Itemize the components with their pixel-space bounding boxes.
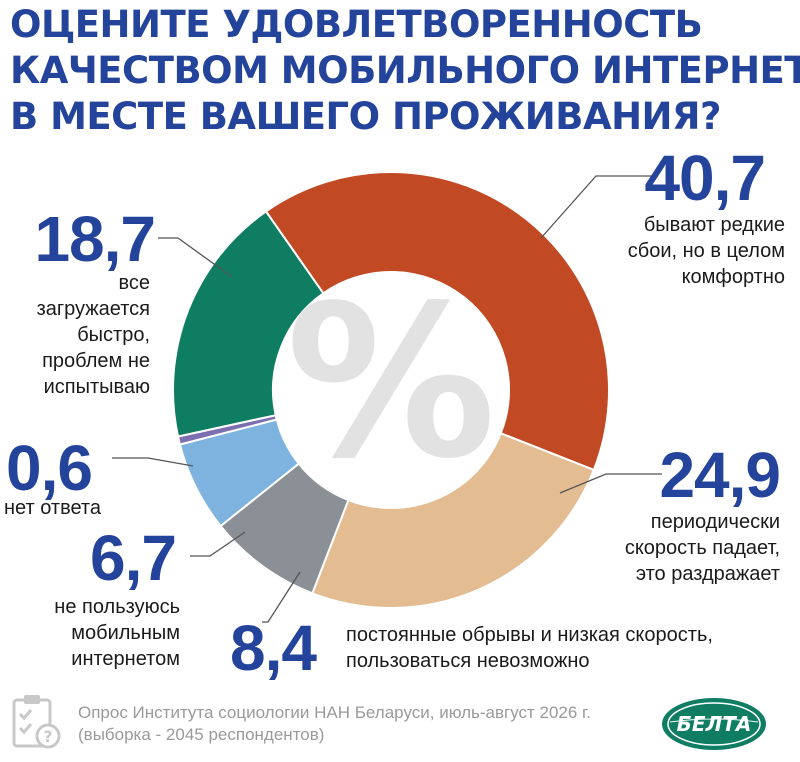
label-line: пользоваться невозможно bbox=[346, 650, 590, 672]
title-line-3: В МЕСТЕ ВАШЕГО ПРОЖИВАНИЯ? bbox=[10, 95, 721, 138]
value-label-fast: 18,7 bbox=[34, 203, 156, 275]
value-label-no-mobile: 6,7 bbox=[90, 522, 177, 594]
category-label-no-answer: нет ответа bbox=[4, 495, 101, 521]
label-line: не пользуюсь bbox=[54, 596, 180, 618]
category-label-fast: все загружается быстро, проблем не испыт… bbox=[0, 270, 150, 400]
category-label-constant: постоянные обрывы и низкая скорость, пол… bbox=[346, 622, 713, 674]
value-label-constant: 8,4 bbox=[230, 612, 317, 684]
category-label-comfortable: бывают редкие сбои, но в целом комфортно bbox=[560, 212, 785, 290]
leader-line-no-mobile bbox=[190, 531, 246, 557]
label-line: это раздражает bbox=[635, 563, 780, 585]
belta-logo: БЕЛТА bbox=[662, 698, 766, 750]
slice-comfortable bbox=[264, 171, 610, 472]
label-line: нет ответа bbox=[4, 497, 101, 519]
category-label-no-mobile: не пользуюсь мобильным интернетом bbox=[10, 594, 180, 672]
title-line-1: ОЦЕНИТЕ УДОВЛЕТВОРЕННОСТЬ bbox=[10, 3, 703, 46]
slice-fast bbox=[172, 210, 325, 438]
title-line-2: КАЧЕСТВОМ МОБИЛЬНОГО ИНТЕРНЕТА bbox=[10, 49, 800, 92]
label-line: проблем не bbox=[42, 350, 150, 372]
label-line: мобильным bbox=[71, 622, 180, 644]
label-line: сбои, но в целом bbox=[627, 240, 785, 262]
label-line: периодически bbox=[650, 511, 780, 533]
label-line: постоянные обрывы и низкая скорость, bbox=[346, 624, 713, 646]
logo-text: БЕЛТА bbox=[677, 712, 752, 736]
label-line: бывают редкие bbox=[643, 214, 785, 236]
value-label-periodic: 24,9 bbox=[659, 439, 781, 511]
clipboard-icon: ? bbox=[12, 695, 61, 749]
label-line: загружается bbox=[36, 298, 150, 320]
leader-line-constant bbox=[262, 571, 301, 623]
chart-title: ОЦЕНИТЕ УДОВЛЕТВОРЕННОСТЬ КАЧЕСТВОМ МОБИ… bbox=[10, 2, 800, 140]
slice-periodic bbox=[311, 431, 596, 609]
category-label-periodic: периодически скорость падает, это раздра… bbox=[560, 509, 780, 587]
source-line: Опрос Института социологии НАН Беларуси,… bbox=[78, 703, 591, 722]
label-line: комфортно bbox=[681, 266, 785, 288]
leader-line-no-answer bbox=[112, 457, 194, 467]
label-line: интернетом bbox=[71, 648, 180, 670]
label-line: быстро, bbox=[77, 324, 150, 346]
leader-line-periodic bbox=[559, 473, 662, 494]
donut-slices bbox=[172, 171, 610, 609]
svg-text:?: ? bbox=[43, 727, 52, 746]
leader-line-comfortable bbox=[540, 175, 656, 239]
source-note: Опрос Института социологии НАН Беларуси,… bbox=[78, 702, 638, 746]
label-line: все bbox=[118, 272, 150, 294]
value-label-comfortable: 40,7 bbox=[644, 142, 766, 214]
label-line: скорость падает, bbox=[624, 537, 780, 559]
percent-symbol: % bbox=[286, 260, 496, 505]
leader-lines bbox=[112, 175, 662, 623]
source-line: (выборка - 2045 респондентов) bbox=[78, 725, 325, 744]
leader-line-fast bbox=[158, 237, 233, 278]
value-label-no-answer: 0,6 bbox=[6, 432, 93, 504]
label-line: испытываю bbox=[43, 376, 150, 398]
